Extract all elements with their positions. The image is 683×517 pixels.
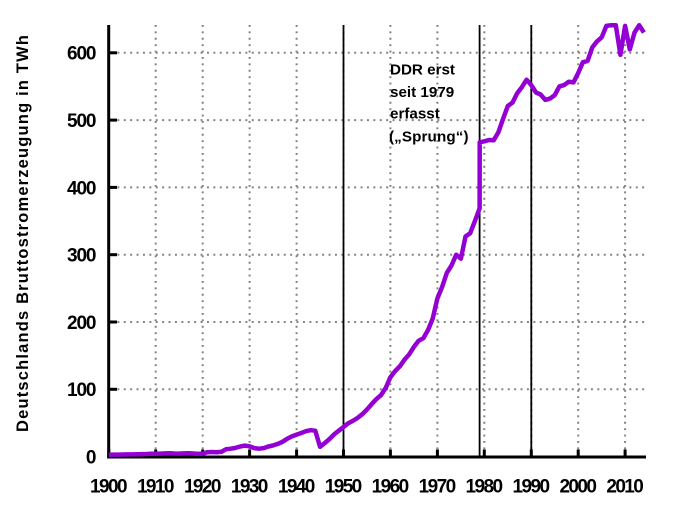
- svg-text:400: 400: [67, 178, 97, 199]
- svg-text:1990: 1990: [513, 477, 551, 498]
- svg-text:600: 600: [67, 44, 97, 65]
- svg-text:1910: 1910: [137, 477, 175, 498]
- svg-text:erfasst: erfasst: [390, 106, 440, 123]
- svg-text:300: 300: [67, 246, 97, 267]
- svg-text:seit 1979: seit 1979: [390, 84, 454, 101]
- svg-text:1980: 1980: [466, 477, 504, 498]
- svg-text:1950: 1950: [325, 477, 363, 498]
- svg-text:0: 0: [86, 448, 97, 469]
- svg-text:2010: 2010: [606, 477, 644, 498]
- svg-text:500: 500: [67, 111, 97, 132]
- svg-text:1930: 1930: [231, 477, 269, 498]
- svg-text:DDR erst: DDR erst: [390, 62, 455, 79]
- svg-text:1970: 1970: [419, 477, 457, 498]
- svg-text:Deutschlands Bruttostromerzeug: Deutschlands Bruttostromerzeugung in TWh: [14, 35, 32, 432]
- svg-text:1900: 1900: [90, 477, 128, 498]
- svg-text:2000: 2000: [559, 477, 597, 498]
- svg-text:(„Sprung“): („Sprung“): [389, 128, 469, 145]
- svg-text:1960: 1960: [372, 477, 410, 498]
- svg-text:200: 200: [67, 313, 97, 334]
- svg-text:1940: 1940: [278, 477, 316, 498]
- svg-text:100: 100: [67, 380, 97, 401]
- svg-text:1920: 1920: [184, 477, 222, 498]
